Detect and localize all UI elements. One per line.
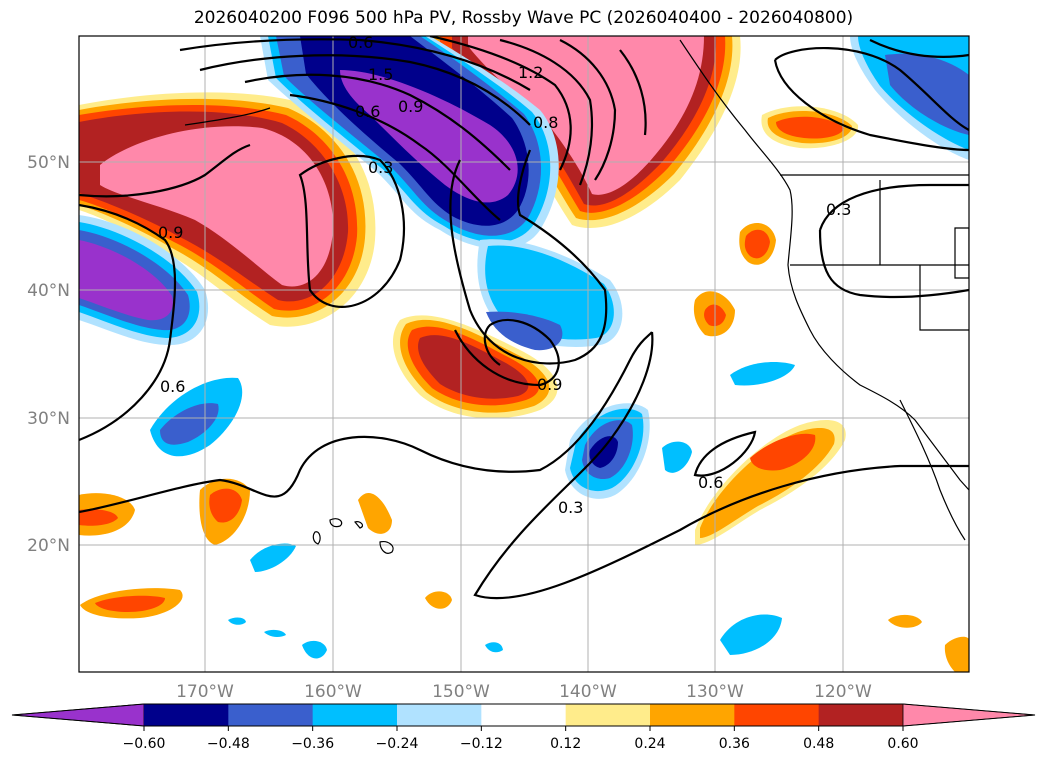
map-title: 2026040200 F096 500 hPa PV, Rossby Wave …	[193, 8, 854, 28]
pv-contours	[79, 36, 969, 600]
contour-labels: 0.6 1.5 0.9 1.2 0.8 0.3 0.6 0.9 0.3 0.6 …	[158, 33, 851, 517]
colorbar-segment	[312, 704, 398, 726]
lat-label: 20°N	[27, 536, 70, 556]
contour-label: 0.3	[558, 498, 583, 517]
positive-anomaly-west	[79, 92, 376, 327]
lon-label: 130°W	[686, 682, 744, 702]
contour-label: 0.9	[158, 223, 183, 242]
colorbar-segment	[818, 704, 904, 726]
positive-anomaly-southeast	[695, 420, 846, 545]
colorbar-tick-label: 0.12	[550, 736, 581, 752]
lon-label: 120°W	[814, 682, 872, 702]
contour-label: 0.3	[368, 158, 393, 177]
contour-label: 0.9	[398, 97, 423, 116]
colorbar-segment	[650, 704, 735, 726]
colorbar-tick-label: 0.24	[634, 736, 665, 752]
lat-label: 50°N	[27, 153, 70, 173]
small-anomalies	[79, 106, 969, 672]
colorbar-tick-label: −0.60	[123, 736, 166, 752]
lat-label: 30°N	[27, 409, 70, 429]
colorbar: −0.60 −0.48 −0.36 −0.24 −0.12 0.12 0.24 0.36 0.4…	[11, 703, 1036, 752]
colorbar-tick-label: −0.36	[291, 736, 334, 752]
contour-label: 0.6	[348, 33, 373, 52]
negative-anomaly-west	[79, 215, 209, 345]
colorbar-tick-label: 0.48	[803, 736, 834, 752]
colorbar-tick-label: 0.36	[719, 736, 750, 752]
lon-label: 150°W	[432, 682, 490, 702]
contour-label: 0.9	[537, 375, 562, 394]
lon-label: 170°W	[176, 682, 234, 702]
lon-label: 140°W	[559, 682, 617, 702]
colorbar-segment	[397, 704, 482, 726]
colorbar-segment	[565, 704, 651, 726]
contour-label: 0.6	[160, 377, 185, 396]
colorbar-arrow-low	[11, 703, 145, 727]
lat-label: 40°N	[27, 281, 70, 301]
colorbar-segment	[481, 704, 567, 726]
contour-label: 0.6	[355, 102, 380, 121]
map-panel: 0.6 1.5 0.9 1.2 0.8 0.3 0.6 0.9 0.3 0.6 …	[79, 33, 969, 672]
positive-anomaly-central	[392, 315, 558, 419]
coastlines	[184, 39, 969, 554]
longitude-labels: 170°W 160°W 150°W 140°W 130°W 120°W	[176, 682, 872, 702]
contour-label: 1.2	[518, 63, 543, 82]
lon-label: 160°W	[304, 682, 362, 702]
colorbar-segment	[734, 704, 820, 726]
latitude-labels: 50°N 40°N 30°N 20°N	[27, 153, 70, 556]
colorbar-tick-label: 0.60	[887, 736, 918, 752]
colorbar-arrow-high	[902, 703, 1036, 727]
contour-label: 1.5	[368, 65, 393, 84]
contour-label: 0.3	[826, 200, 851, 219]
colorbar-tick-label: −0.48	[207, 736, 250, 752]
colorbar-tick-label: −0.12	[460, 736, 503, 752]
contour-label: 0.8	[533, 113, 558, 132]
contour-label: 0.6	[698, 473, 723, 492]
colorbar-segment	[144, 704, 229, 726]
colorbar-segment	[228, 704, 314, 726]
colorbar-tick-label: −0.24	[376, 736, 419, 752]
map-frame	[78, 35, 970, 673]
